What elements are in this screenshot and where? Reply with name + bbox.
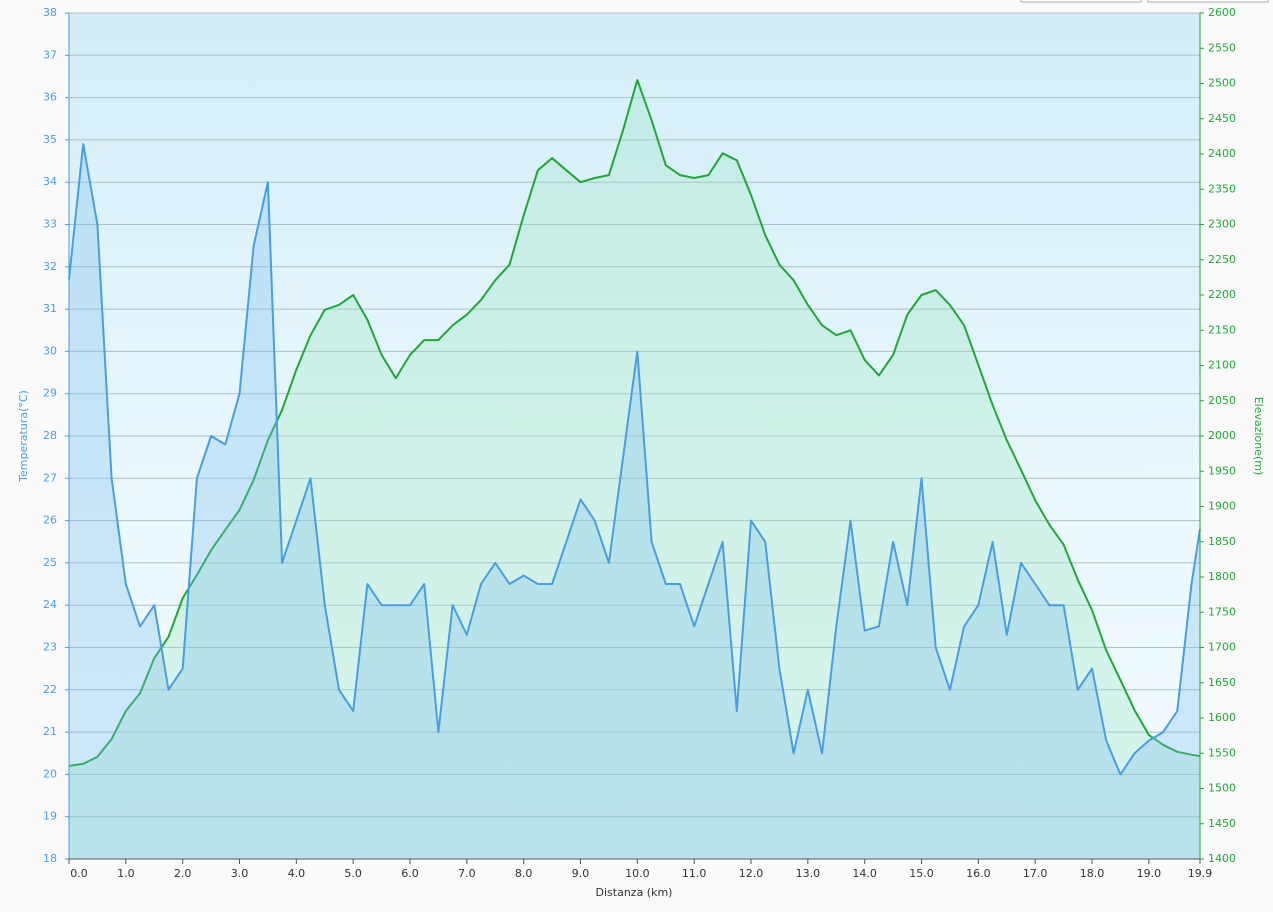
x-tick-label: 5.0 xyxy=(344,867,362,880)
x-tick-label: 16.0 xyxy=(966,867,991,880)
y-tick-label: 33 xyxy=(43,218,57,231)
y2-tick-label: 2100 xyxy=(1208,359,1236,372)
y-tick-label: 30 xyxy=(43,344,57,357)
y-tick-label: 36 xyxy=(43,91,57,104)
x-tick-label: 19.9 xyxy=(1188,867,1213,880)
y-tick-label: 32 xyxy=(43,260,57,273)
y2-tick-label: 1550 xyxy=(1208,746,1236,759)
y2-tick-label: 1500 xyxy=(1208,782,1236,795)
y-tick-label: 18 xyxy=(43,852,57,865)
toolbar-button[interactable] xyxy=(1147,0,1269,3)
y2-tick-label: 2500 xyxy=(1208,77,1236,90)
x-tick-label: 19.0 xyxy=(1137,867,1162,880)
y2-tick-label: 2550 xyxy=(1208,41,1236,54)
y2-tick-label: 1950 xyxy=(1208,464,1236,477)
y-tick-label: 26 xyxy=(43,514,57,527)
axes: 18 19 20 21 22 23 24 25 26 27 28 29 30 31 32 33 34 35 36 37… xyxy=(43,6,1236,880)
x-tick-label: 14.0 xyxy=(852,867,877,880)
x-axis-title: Distanza (km) xyxy=(596,886,673,899)
y2-tick-label: 2350 xyxy=(1208,182,1236,195)
x-tick-label: 12.0 xyxy=(739,867,764,880)
x-tick-label: 6.0 xyxy=(401,867,419,880)
marks xyxy=(68,79,1201,860)
x-tick-label: 3.0 xyxy=(231,867,249,880)
y-tick-label: 35 xyxy=(43,133,57,146)
y2-tick-label: 2150 xyxy=(1208,323,1236,336)
y-tick-label: 22 xyxy=(43,683,57,696)
y2-tick-label: 1400 xyxy=(1208,852,1236,865)
x-tick-label: 0.0 xyxy=(70,867,88,880)
y2-tick-label: 2200 xyxy=(1208,288,1236,301)
y2-tick-label: 2300 xyxy=(1208,218,1236,231)
x-tick-label: 18.0 xyxy=(1080,867,1105,880)
y-axis-title: Temperatura(°C) xyxy=(17,390,30,483)
y2-tick-label: 2450 xyxy=(1208,112,1236,125)
y-tick-label: 23 xyxy=(43,641,57,654)
x-tick-label: 7.0 xyxy=(458,867,476,880)
y-tick-label: 29 xyxy=(43,387,57,400)
series-line xyxy=(68,143,1201,776)
y-tick-label: 31 xyxy=(43,302,57,315)
y2-tick-label: 2000 xyxy=(1208,429,1236,442)
x-tick-label: 2.0 xyxy=(174,867,192,880)
y-tick-label: 37 xyxy=(43,48,57,61)
y2-tick-label: 1800 xyxy=(1208,570,1236,583)
x-tick-label: 17.0 xyxy=(1023,867,1048,880)
y2-tick-label: 1600 xyxy=(1208,711,1236,724)
y-tick-label: 24 xyxy=(43,598,57,611)
y2-tick-label: 1700 xyxy=(1208,641,1236,654)
y-tick-label: 27 xyxy=(43,471,57,484)
x-tick-label: 10.0 xyxy=(625,867,650,880)
y2-tick-label: 2600 xyxy=(1208,6,1236,19)
toolbar-button[interactable] xyxy=(1020,0,1142,3)
x-tick-label: 15.0 xyxy=(909,867,934,880)
y2-tick-label: 2250 xyxy=(1208,253,1236,266)
y2-tick-label: 1450 xyxy=(1208,817,1236,830)
y-tick-label: 19 xyxy=(43,810,57,823)
y2-tick-label: 1850 xyxy=(1208,535,1236,548)
x-tick-label: 4.0 xyxy=(288,867,306,880)
y2-tick-label: 1750 xyxy=(1208,605,1236,618)
y-tick-label: 34 xyxy=(43,175,57,188)
series-area xyxy=(69,144,1200,860)
y-tick-label: 20 xyxy=(43,767,57,780)
y-tick-label: 25 xyxy=(43,556,57,569)
series-line xyxy=(68,79,1201,767)
y2-tick-label: 1650 xyxy=(1208,676,1236,689)
y-tick-label: 21 xyxy=(43,725,57,738)
x-tick-label: 11.0 xyxy=(682,867,707,880)
series-area xyxy=(69,80,1200,859)
x-tick-label: 9.0 xyxy=(572,867,590,880)
x-tick-label: 13.0 xyxy=(796,867,821,880)
x-tick-label: 1.0 xyxy=(117,867,135,880)
x-tick-label: 8.0 xyxy=(515,867,533,880)
y-tick-label: 28 xyxy=(43,429,57,442)
y2-tick-label: 2400 xyxy=(1208,147,1236,160)
y-tick-label: 38 xyxy=(43,6,57,19)
y2-axis-title: Elevazione(m) xyxy=(1252,397,1265,476)
y2-tick-label: 1900 xyxy=(1208,500,1236,513)
y2-tick-label: 2050 xyxy=(1208,394,1236,407)
grid xyxy=(69,12,1200,860)
